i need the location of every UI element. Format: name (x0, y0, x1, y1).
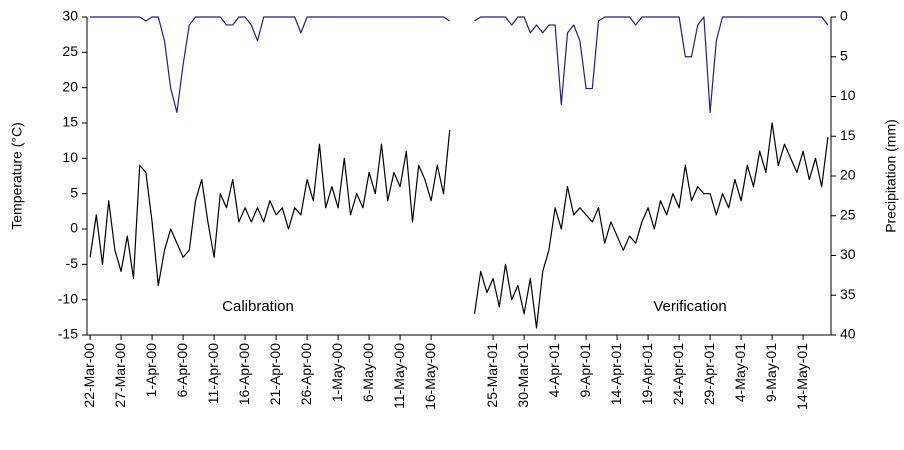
y2-tick-label: 35 (840, 286, 856, 302)
x-tick-label: 19-Apr-01 (639, 343, 655, 405)
y-tick-label: 5 (70, 184, 78, 200)
y2-tick-label: 40 (840, 326, 856, 342)
x-tick-label: 4-May-01 (732, 343, 748, 402)
y-tick-label: 0 (70, 220, 78, 236)
annotation: Calibration (222, 298, 294, 315)
x-tick-label: 30-Mar-01 (515, 343, 531, 408)
x-tick-label: 14-May-01 (794, 343, 810, 410)
y2-tick-label: 25 (840, 206, 856, 222)
y2-tick-label: 20 (840, 167, 856, 183)
y2-tick-label: 10 (840, 87, 856, 103)
x-tick-label: 11-May-00 (391, 343, 407, 409)
x-tick-label: 14-Apr-01 (608, 343, 624, 405)
y2-tick-label: 15 (840, 127, 856, 143)
y-tick-label: 20 (62, 78, 78, 94)
x-tick-label: 6-May-00 (360, 343, 376, 402)
x-tick-label: 29-Apr-01 (701, 343, 717, 405)
x-tick-label: 9-Apr-01 (577, 343, 593, 398)
y-tick-label: 10 (62, 149, 78, 165)
x-tick-label: 1-May-00 (329, 343, 345, 402)
annotation: Verification (653, 298, 726, 315)
x-tick-label: 4-Apr-01 (546, 343, 562, 398)
x-tick-label: 11-Apr-00 (205, 343, 221, 404)
series-line (90, 16, 829, 113)
x-tick-label: 27-Mar-00 (112, 343, 128, 408)
y2-tick-label: 5 (840, 47, 848, 63)
y-tick-label: 15 (62, 114, 78, 130)
x-tick-label: 26-Apr-00 (298, 343, 314, 405)
x-tick-label: 21-Apr-00 (267, 343, 283, 405)
y-tick-label: -10 (58, 290, 78, 306)
y-tick-label: 25 (62, 43, 78, 59)
x-tick-label: 25-Mar-01 (484, 343, 500, 408)
x-tick-label: 1-Apr-00 (143, 343, 159, 398)
x-tick-label: 22-Mar-00 (81, 343, 97, 408)
y-axis-label: Temperature (°C) (9, 122, 25, 230)
y-tick-label: 30 (62, 8, 78, 24)
y2-tick-label: 30 (840, 246, 856, 262)
y2-axis-label: Precipitation (mm) (883, 119, 899, 233)
x-tick-label: 16-Apr-00 (236, 343, 252, 405)
y2-tick-label: 0 (840, 8, 848, 24)
y-tick-label: -5 (66, 255, 79, 271)
x-tick-label: 16-May-00 (422, 343, 438, 410)
y-tick-label: -15 (58, 326, 78, 342)
x-tick-label: 24-Apr-01 (670, 343, 686, 405)
series-line (89, 122, 829, 329)
x-tick-label: 9-May-01 (763, 343, 779, 402)
x-tick-label: 6-Apr-00 (174, 343, 190, 398)
